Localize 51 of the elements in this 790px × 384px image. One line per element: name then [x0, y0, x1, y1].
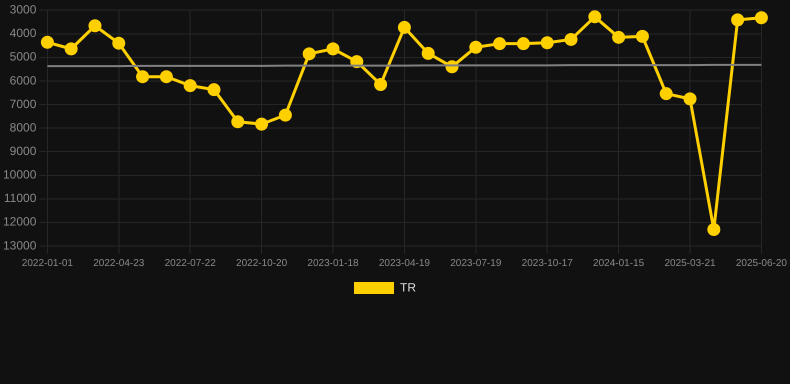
point [88, 19, 102, 32]
point [112, 36, 126, 50]
point [374, 78, 388, 91]
point [160, 70, 173, 84]
legend-label: TR [400, 280, 416, 294]
y-tick-label: 3000 [10, 2, 37, 17]
point [255, 118, 268, 131]
point [64, 42, 78, 56]
x-tick-label: 2023-01-18 [307, 258, 360, 269]
point [398, 20, 411, 34]
point [540, 36, 554, 50]
point [422, 46, 435, 60]
point [493, 37, 506, 50]
x-tick-label: 2023-04-19 [378, 258, 430, 269]
point [707, 222, 720, 236]
y-tick-label: 13000 [2, 238, 37, 252]
x-tick-label: 2023-07-19 [450, 258, 502, 269]
point [231, 115, 244, 128]
x-tick-label: 2022-07-22 [164, 258, 216, 269]
x-tick-label: 2022-01-01 [22, 258, 74, 269]
y-tick-label: 6000 [10, 73, 37, 88]
x-tick-label: 2025-03-21 [664, 258, 716, 269]
point [302, 47, 316, 60]
point [326, 42, 340, 56]
x-tick-label: 2022-04-23 [93, 258, 145, 269]
x-tick-label: 2022-10-20 [236, 258, 288, 269]
point [636, 30, 649, 43]
y-tick-label: 9000 [10, 144, 37, 158]
point [684, 92, 697, 106]
point [588, 10, 602, 24]
point [612, 30, 626, 44]
point [207, 83, 220, 96]
y-tick-label: 12000 [2, 214, 37, 229]
y-tick-label: 8000 [10, 120, 37, 134]
point [660, 87, 673, 100]
point [278, 108, 292, 122]
y-tick-label: 11000 [4, 191, 37, 206]
point [469, 40, 482, 54]
point [184, 79, 197, 92]
x-tick-label: 2025-06-20 [736, 258, 788, 269]
y-tick-label: 7000 [10, 96, 37, 111]
point [516, 37, 530, 50]
point [136, 70, 150, 84]
point [754, 11, 768, 24]
point [564, 32, 578, 46]
x-tick-label: 2023-10-17 [522, 258, 574, 269]
point [731, 13, 744, 26]
y-tick-label: 5000 [10, 50, 37, 64]
x-tick-label: 2024-01-15 [593, 258, 645, 269]
y-tick-label: 4000 [10, 26, 37, 40]
y-tick-label: 10000 [2, 168, 37, 182]
